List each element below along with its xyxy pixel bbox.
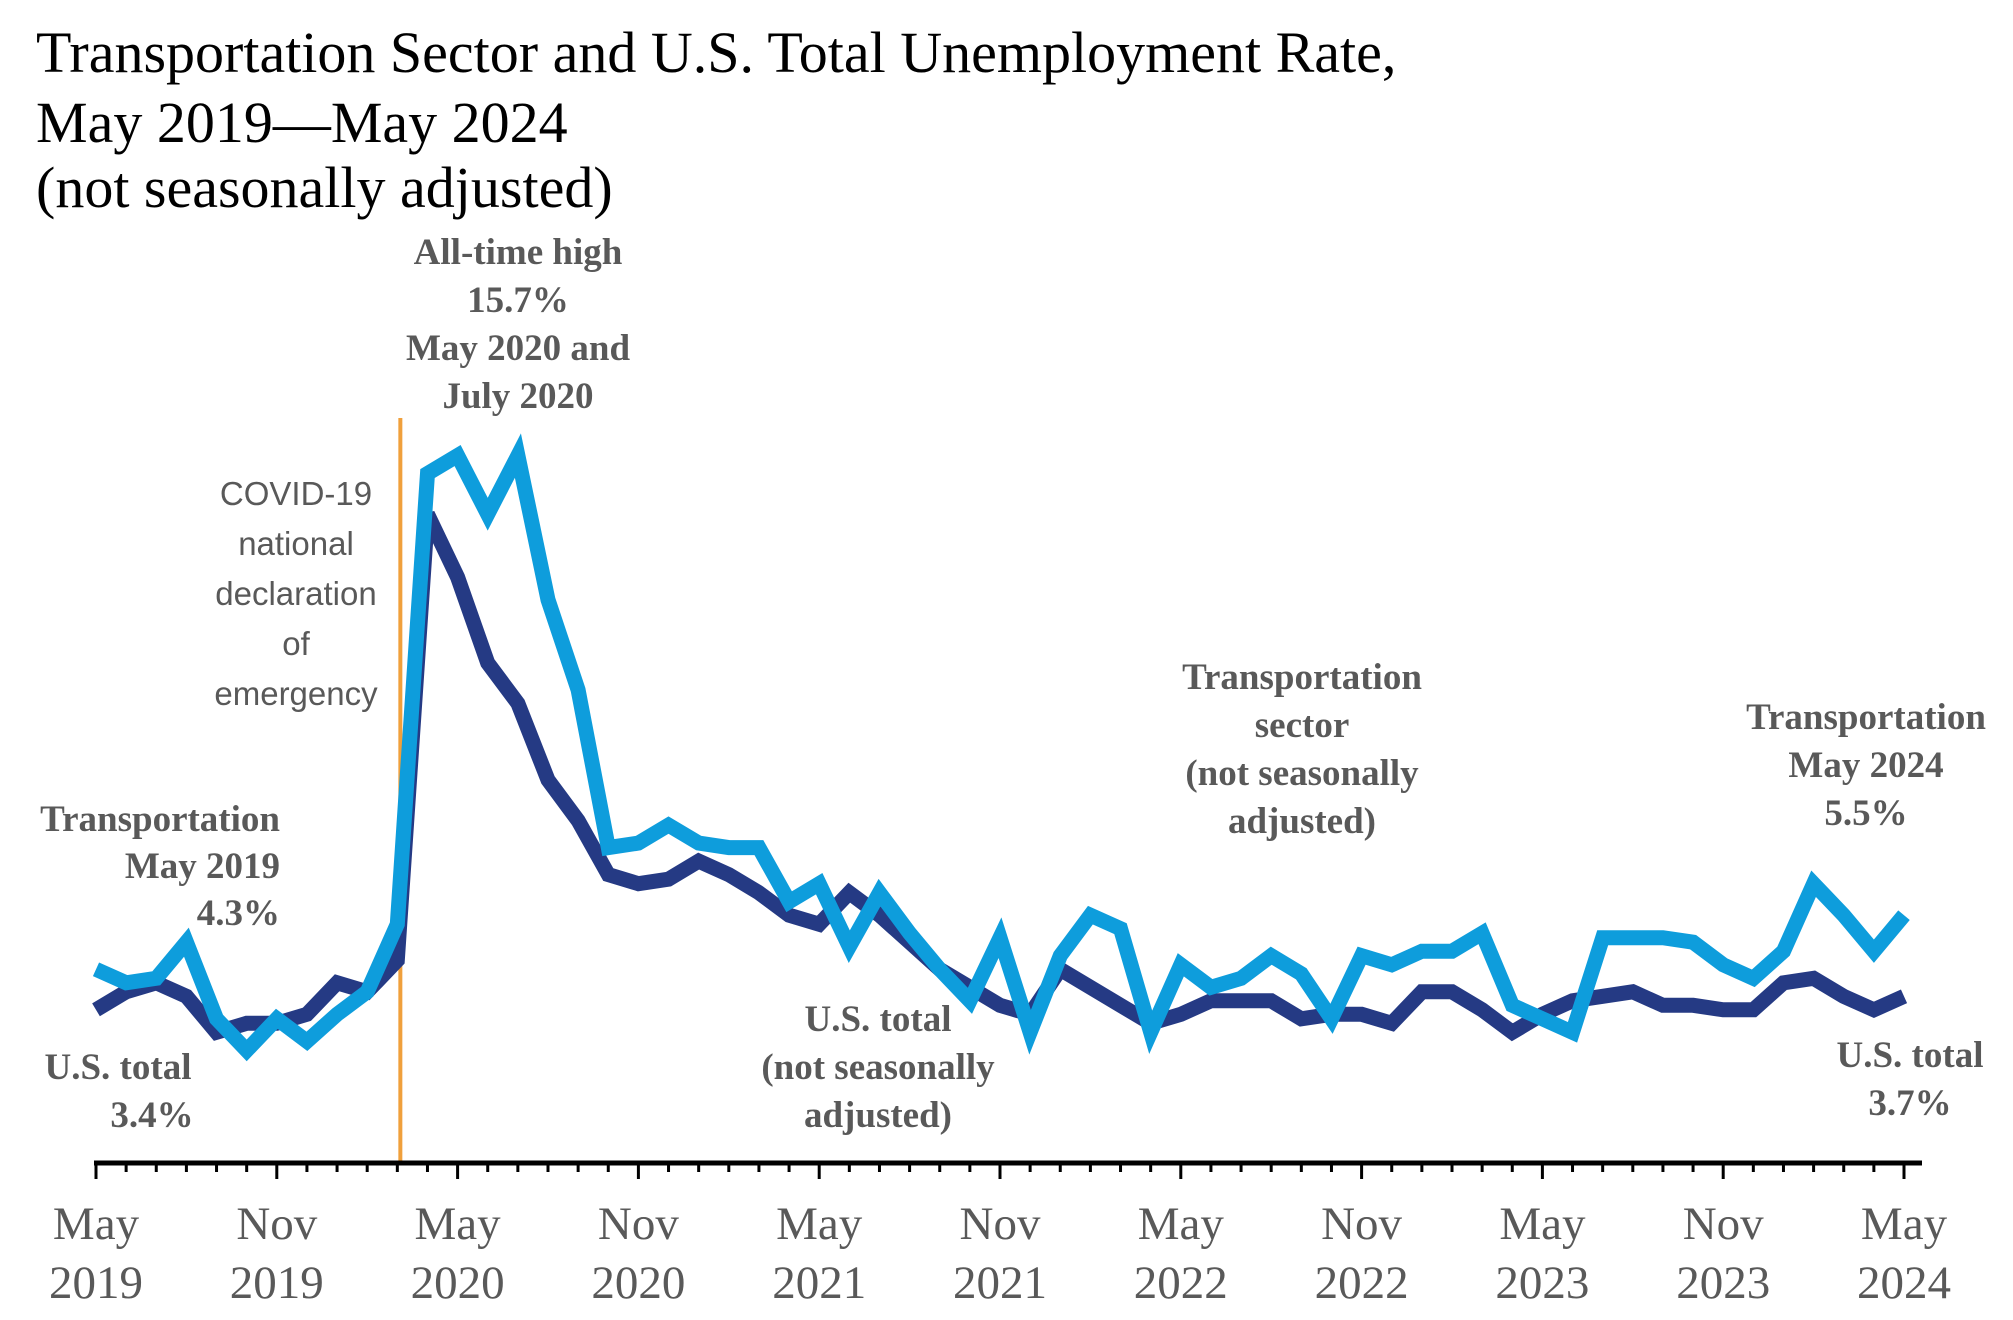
us-series-annotation: U.S. total (not seasonally adjusted) (761, 999, 995, 1136)
peak-line-3: May 2020 and (406, 328, 631, 369)
transport-end-line-3: 5.5% (1824, 793, 1907, 834)
transport-start-line-2: May 2019 (125, 846, 280, 887)
transport-series-annotation: Transportation sector (not seasonally ad… (1182, 657, 1422, 842)
peak-line-2: 15.7% (467, 280, 569, 321)
us-start-line-2: 3.4% (110, 1095, 193, 1136)
transport-end-line-1: Transportation (1746, 697, 1986, 738)
covid-declaration-label: COVID-19 national declaration of emergen… (214, 475, 378, 712)
peak-line-4: July 2020 (442, 376, 593, 417)
x-tick-label-month: May (53, 1198, 140, 1250)
transport-start-annotation: Transportation May 2019 4.3% (40, 799, 280, 934)
us-start-line-1: U.S. total (45, 1047, 192, 1088)
covid-label-line-5: emergency (214, 675, 378, 712)
transport-end-annotation: Transportation May 2024 5.5% (1746, 697, 1986, 834)
x-tick-label-month: May (776, 1198, 863, 1250)
us-series-line-1: U.S. total (805, 999, 952, 1040)
transport-series-line-4: adjusted) (1228, 801, 1376, 842)
covid-label-line-3: declaration (215, 575, 376, 612)
x-tick-label-year: 2023 (1676, 1257, 1770, 1309)
x-tick-label-year: 2020 (591, 1257, 685, 1309)
x-tick-label-month: Nov (598, 1198, 679, 1250)
peak-line-1: All-time high (414, 232, 623, 273)
covid-label-line-2: national (238, 525, 354, 562)
peak-annotation: All-time high 15.7% May 2020 and July 20… (406, 232, 631, 417)
us-series-line-2: (not seasonally (761, 1047, 995, 1088)
us-end-annotation: U.S. total 3.7% (1837, 1035, 1984, 1124)
us-total-series-line (92, 510, 1908, 1042)
transport-end-line-2: May 2024 (1788, 745, 1943, 786)
x-tick-label-month: Nov (1321, 1198, 1402, 1250)
x-tick-label-year: 2023 (1495, 1257, 1589, 1309)
x-tick-label-month: Nov (960, 1198, 1041, 1250)
x-tick-label-year: 2019 (49, 1257, 143, 1309)
x-tick-label-year: 2020 (411, 1257, 505, 1309)
transport-series-line-3: (not seasonally (1185, 753, 1419, 794)
x-tick-label-year: 2021 (953, 1257, 1047, 1309)
x-tick-label-month: May (415, 1198, 502, 1250)
x-tick-label-month: May (1499, 1198, 1586, 1250)
us-end-line-2: 3.7% (1868, 1083, 1951, 1124)
x-tick-label-month: Nov (1683, 1198, 1764, 1250)
transport-series-line-1: Transportation (1182, 657, 1422, 698)
x-tick-label-year: 2022 (1315, 1257, 1409, 1309)
x-tick-label-month: May (1861, 1198, 1948, 1250)
x-axis: May 2019 Nov 2019 May 2020 Nov 2020 May 2021 Nov 20… (49, 1160, 1951, 1309)
covid-label-line-4: of (282, 625, 310, 662)
covid-label-line-1: COVID-19 (220, 475, 372, 512)
title-line-3: (not seasonally adjusted) (36, 155, 613, 220)
x-tick-label-year: 2019 (230, 1257, 324, 1309)
us-end-line-1: U.S. total (1837, 1035, 1984, 1076)
x-tick-label-year: 2021 (772, 1257, 866, 1309)
transport-series-line-2: sector (1255, 705, 1350, 746)
us-start-annotation: U.S. total 3.4% (45, 1047, 194, 1136)
transport-start-line-1: Transportation (40, 799, 280, 840)
title-line-2: May 2019—May 2024 (36, 90, 568, 155)
x-tick-label-year: 2024 (1857, 1257, 1951, 1309)
us-series-line-3: adjusted) (804, 1095, 952, 1136)
title-line-1: Transportation Sector and U.S. Total Une… (36, 20, 1396, 85)
chart-title: Transportation Sector and U.S. Total Une… (36, 20, 1396, 220)
transport-start-line-3: 4.3% (197, 893, 280, 934)
transportation-series-line (92, 433, 1910, 1062)
x-tick-label-year: 2022 (1134, 1257, 1228, 1309)
x-tick-label-month: May (1138, 1198, 1225, 1250)
x-tick-label-month: Nov (236, 1198, 317, 1250)
series-lines (92, 433, 1910, 1062)
